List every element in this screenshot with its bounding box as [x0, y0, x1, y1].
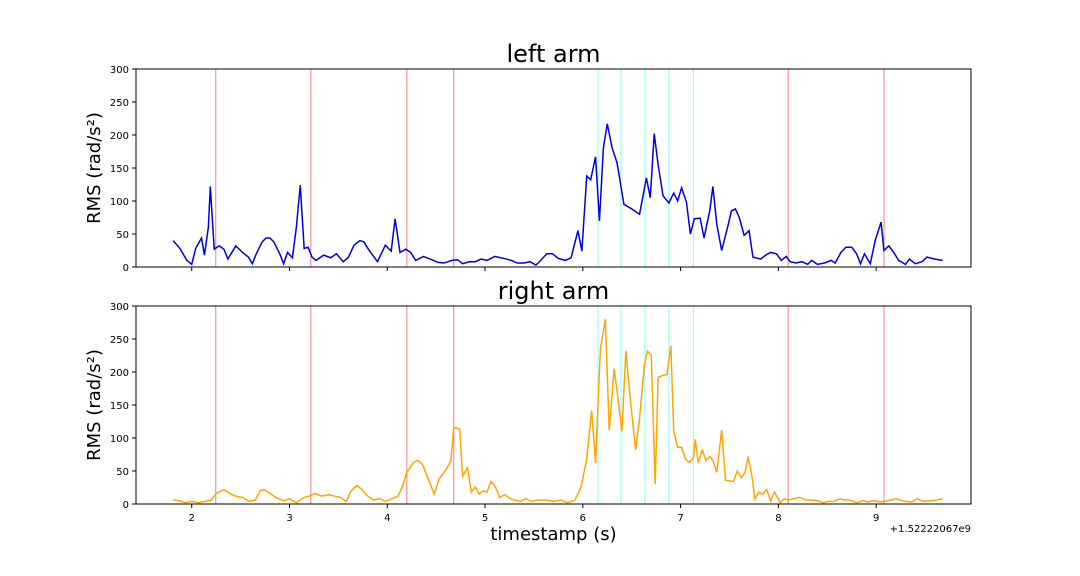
x-tick-label: 8	[775, 513, 781, 524]
y-tick-label: 200	[110, 368, 129, 379]
y-tick-label: 250	[110, 335, 129, 346]
x-tick-label: 3	[286, 513, 292, 524]
y-tick-label: 50	[116, 230, 129, 241]
data-line	[173, 319, 943, 504]
y-axis-label: RMS (rad/s²)	[84, 112, 105, 224]
y-tick-label: 200	[110, 131, 129, 142]
y-tick-label: 100	[110, 434, 129, 445]
plot-frame	[135, 305, 972, 505]
x-tick-label: 4	[384, 513, 390, 524]
y-tick-label: 150	[110, 401, 129, 412]
x-tick-label: 9	[873, 513, 879, 524]
x-offset-label: +1.52222067e9	[890, 524, 971, 535]
y-tick-label: 0	[123, 500, 129, 511]
chart-title: left arm	[506, 40, 600, 68]
y-tick-label: 50	[116, 467, 129, 478]
data-line	[172, 123, 943, 266]
y-tick-label: 0	[123, 263, 129, 274]
chart-title: right arm	[498, 277, 610, 305]
y-tick-label: 100	[110, 197, 129, 208]
y-tick-label: 150	[110, 164, 129, 175]
x-tick-label: 6	[580, 513, 586, 524]
y-tick-label: 300	[110, 302, 129, 313]
x-tick-label: 2	[189, 513, 195, 524]
x-tick-label: 5	[482, 513, 488, 524]
y-axis-label: RMS (rad/s²)	[84, 349, 105, 461]
y-tick-label: 250	[110, 98, 129, 109]
y-tick-label: 300	[110, 65, 129, 76]
x-axis-label: timestamp (s)	[490, 524, 616, 545]
plot-frame	[135, 68, 972, 268]
x-tick-label: 7	[677, 513, 683, 524]
